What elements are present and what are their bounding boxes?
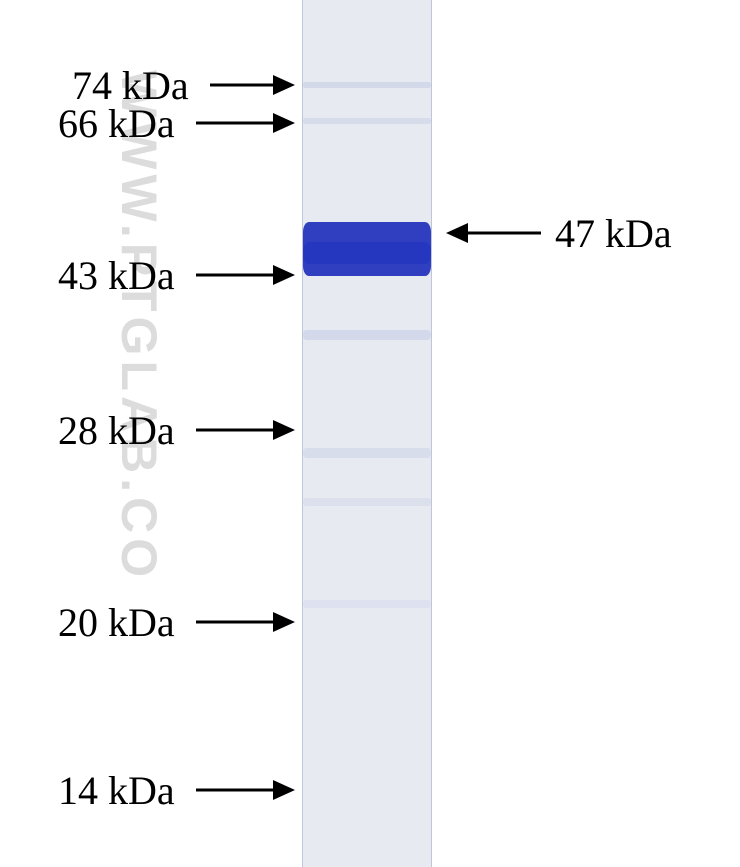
marker-label: 28 kDa bbox=[58, 407, 175, 454]
marker-label: 66 kDa bbox=[58, 100, 175, 147]
gel-band bbox=[303, 600, 431, 608]
gel-band bbox=[303, 82, 431, 88]
gel-band bbox=[303, 118, 431, 124]
gel-band bbox=[303, 330, 431, 340]
watermark-text: WWW.PTGLAB.CO bbox=[110, 70, 168, 582]
target-band-label: 47 kDa bbox=[555, 210, 672, 257]
marker-label: 14 kDa bbox=[58, 767, 175, 814]
gel-image: { "type": "gel-electrophoresis", "canvas… bbox=[0, 0, 740, 867]
marker-label: 43 kDa bbox=[58, 252, 175, 299]
gel-band bbox=[303, 242, 431, 264]
gel-band bbox=[303, 448, 431, 458]
marker-label: 20 kDa bbox=[58, 599, 175, 646]
gel-lane bbox=[302, 0, 432, 867]
gel-band bbox=[303, 498, 431, 506]
